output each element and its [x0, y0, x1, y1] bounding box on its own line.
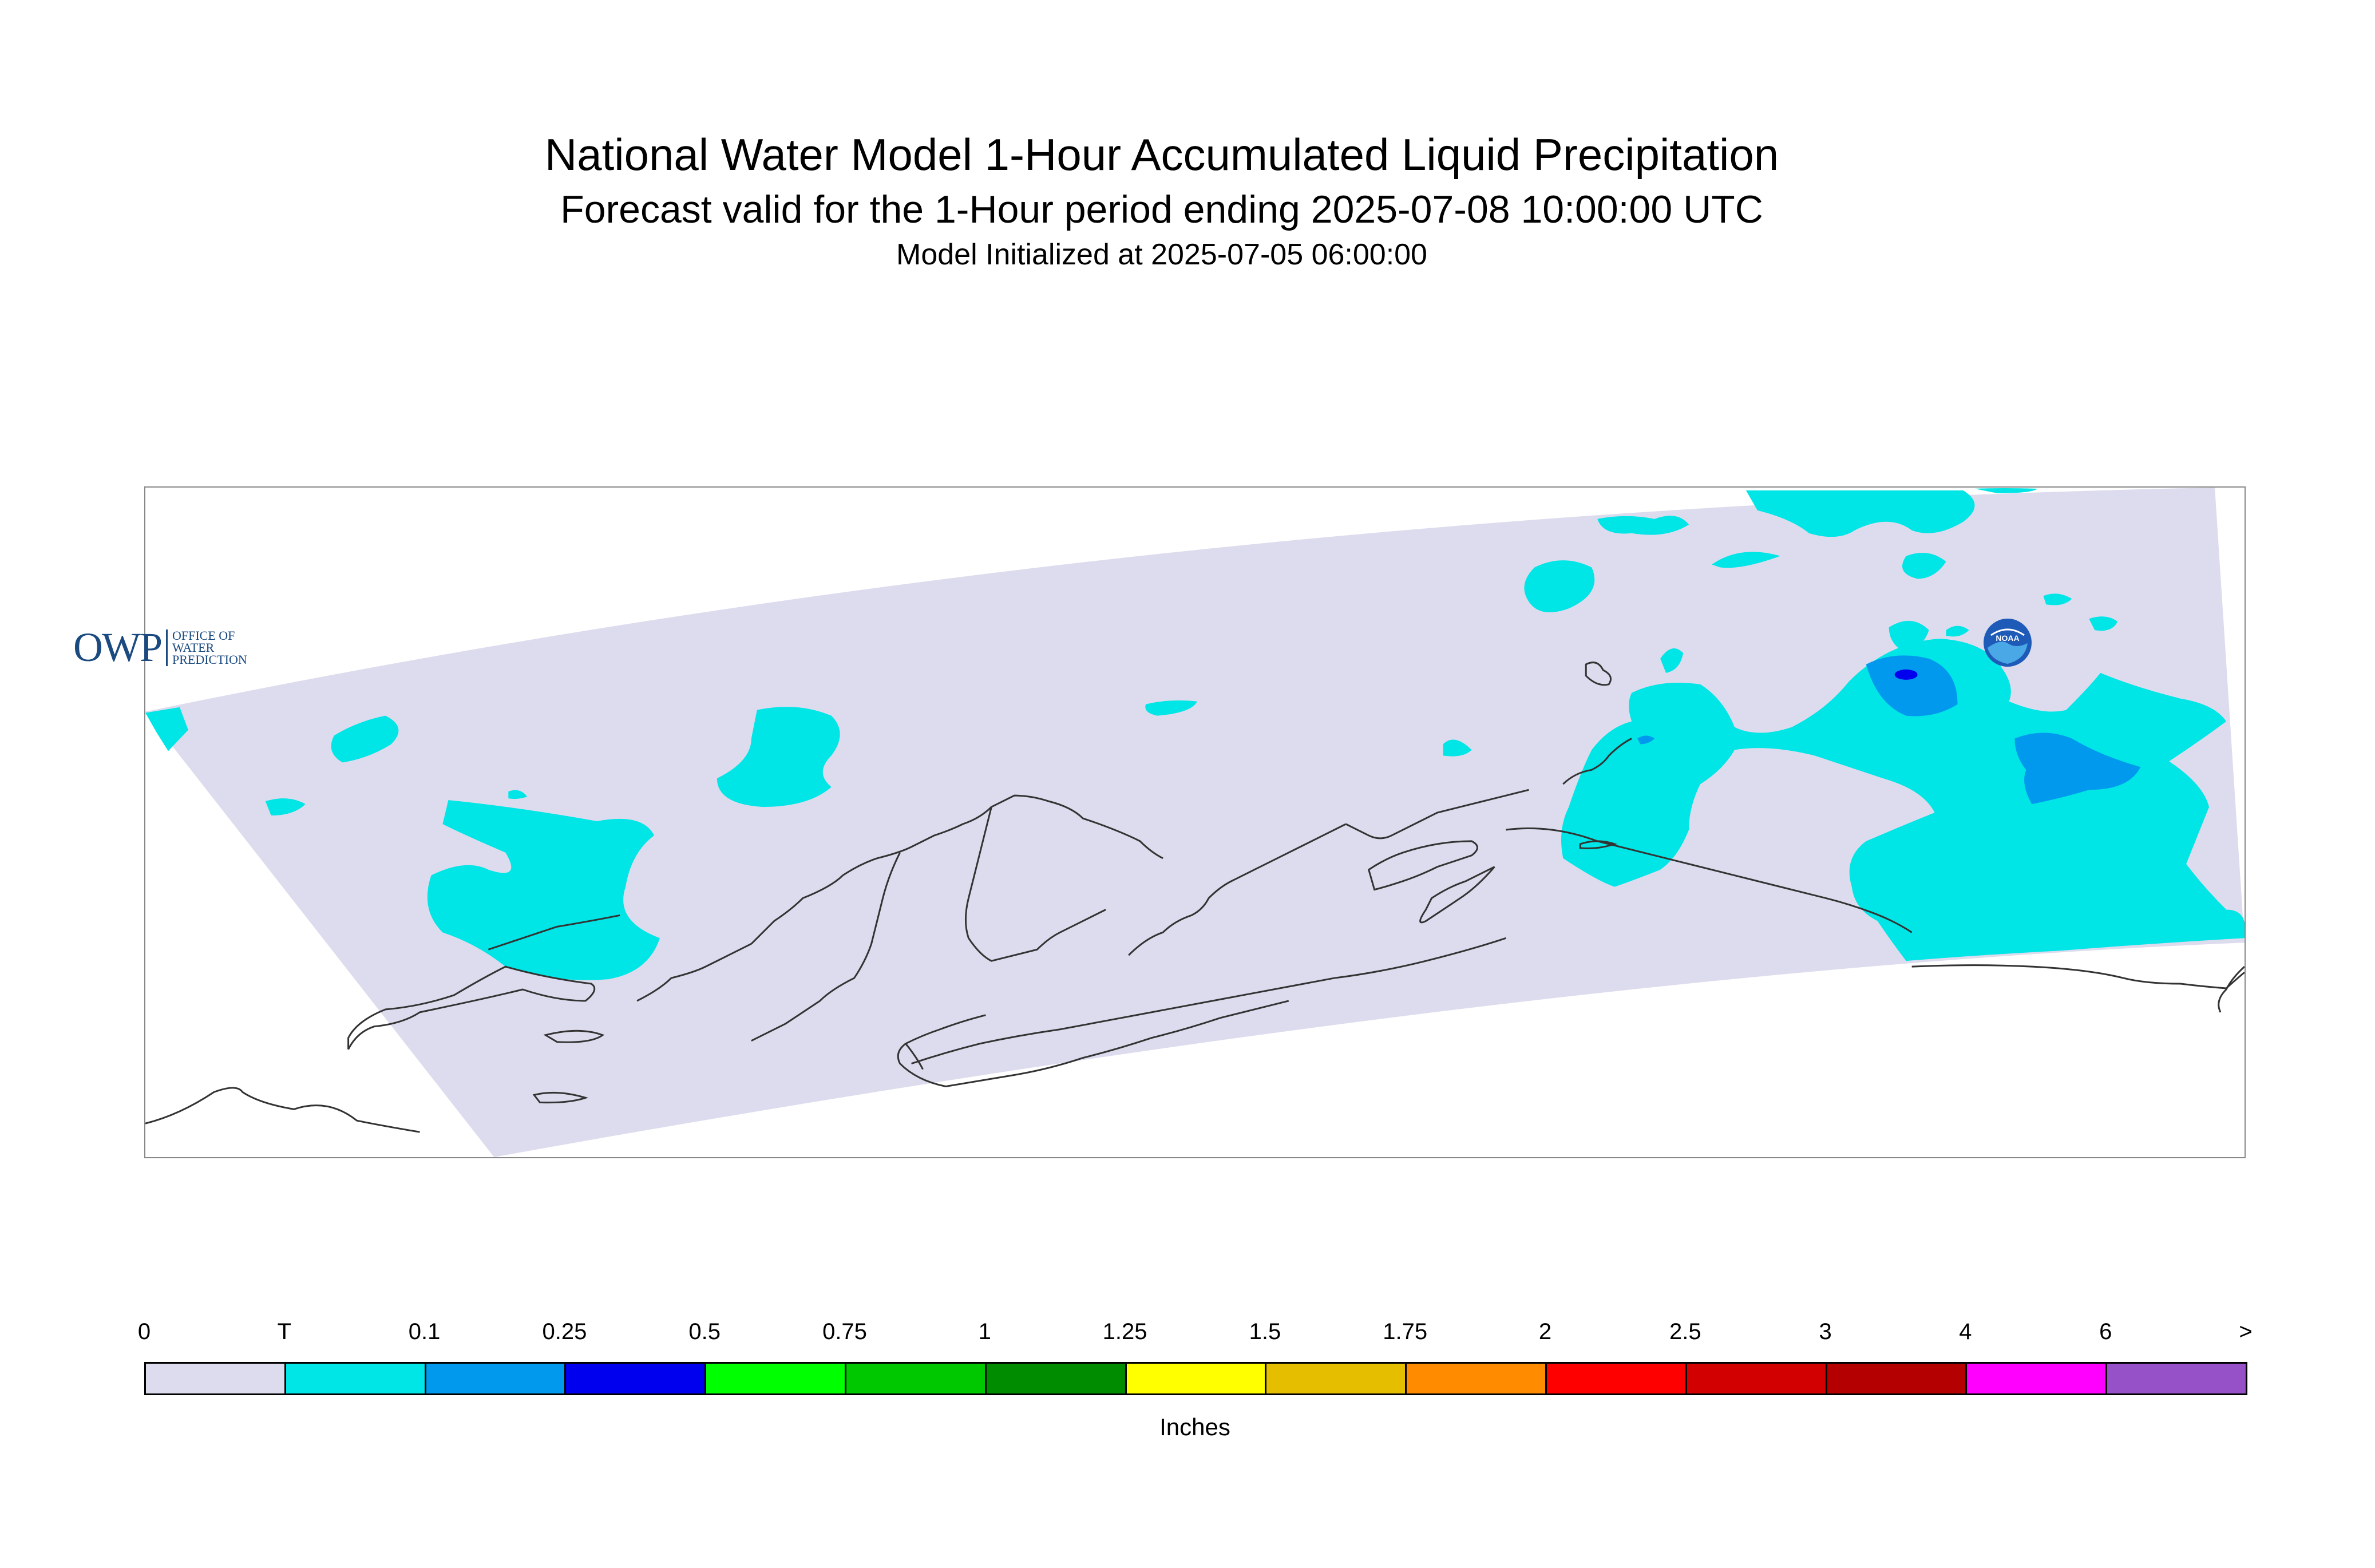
colorbar-segment [1545, 1362, 1687, 1395]
colorbar-tick-label: 2.5 [1669, 1319, 1701, 1344]
coastline [965, 806, 1106, 962]
coastline [636, 943, 752, 1002]
owp-logo-word: OFFICE OF [172, 628, 235, 643]
precip-patch [1443, 739, 1472, 757]
coastline [751, 852, 901, 1042]
coastline [2218, 966, 2245, 1013]
precip-patch [427, 800, 660, 980]
colorbar-segment [284, 1362, 426, 1395]
precip-patch [145, 707, 188, 751]
coastline [1345, 789, 1529, 840]
precip-patch [1524, 560, 1595, 613]
model-initialized-line: Model Initialized at 2025-07-05 06:00:00 [896, 238, 1427, 271]
precip-patch [2089, 616, 2118, 631]
colorbar-segment [1265, 1362, 1407, 1395]
coastline [1128, 823, 1347, 956]
colorbar-tick-label: 1.25 [1102, 1319, 1147, 1344]
owp-logo-word: WATER [172, 640, 215, 655]
precip-patch [1745, 490, 1975, 537]
coastline [347, 965, 596, 1050]
colorbar-segment [1405, 1362, 1547, 1395]
precip-patch [508, 790, 528, 799]
precipitation-map [145, 488, 2245, 1157]
colorbar-tick-label: 4 [1959, 1319, 1972, 1344]
colorbar-tick-label: 1.5 [1249, 1319, 1281, 1344]
colorbar-tick-label: T [277, 1319, 292, 1344]
coastline [145, 1087, 420, 1133]
coastline [1419, 866, 1495, 924]
colorbar-tick-label: 6 [2099, 1319, 2112, 1344]
colorbar-segment [564, 1362, 707, 1395]
owp-logo-words: OFFICE OF WATER PREDICTION [172, 629, 247, 666]
precip-patch [2014, 732, 2141, 805]
precip-patch [331, 715, 399, 763]
owp-logo: OWP OFFICE OF WATER PREDICTION [73, 624, 247, 671]
coastline [1585, 662, 1612, 686]
colorbar-segment [704, 1362, 846, 1395]
colorbar-tick-label: > [2239, 1319, 2253, 1344]
precip-light-blue-areas [1866, 655, 2141, 805]
map-panel [144, 486, 2246, 1158]
colorbar-segment [845, 1362, 987, 1395]
model-domain [145, 488, 2245, 1157]
coastline [911, 937, 1506, 1064]
colorbar-tick-label: 0.5 [688, 1319, 721, 1344]
coastline [1367, 840, 1478, 891]
coastline [1911, 964, 2245, 989]
colorbar-tick-label: 3 [1819, 1319, 1832, 1344]
owp-logo-divider [166, 629, 168, 666]
colorbar-tick-label: 0.25 [542, 1319, 587, 1344]
precip-patch [1902, 552, 1946, 579]
precip-trace-areas [145, 488, 2245, 980]
coastline [488, 914, 620, 951]
coastline [1579, 840, 1617, 850]
coastline [1562, 738, 1632, 785]
colorbar-tick-label: 0.1 [408, 1319, 441, 1344]
forecast-valid-subtitle: Forecast valid for the 1-Hour period end… [560, 188, 1763, 231]
owp-logo-word: PREDICTION [172, 652, 247, 667]
colorbar-segment [1825, 1362, 1968, 1395]
precip-patch [1637, 735, 1655, 745]
coastline [750, 794, 1163, 945]
precip-patch [1660, 648, 1684, 673]
coastlines [145, 662, 2245, 1133]
colorbar-segment [1685, 1362, 1827, 1395]
colorbar-units-label: Inches [1159, 1413, 1230, 1440]
coastline [905, 1043, 924, 1070]
precip-patch [1712, 552, 1780, 568]
colorbar-tick-label: 2 [1538, 1319, 1552, 1344]
colorbar-segment [2105, 1362, 2247, 1395]
colorbar-segment [984, 1362, 1127, 1395]
colorbar-segment [144, 1362, 286, 1395]
precip-patch [2043, 593, 2072, 605]
colorbar-tick-label: 0.75 [822, 1319, 867, 1344]
colorbar-segment [1965, 1362, 2108, 1395]
colorbar-segment [1125, 1362, 1267, 1395]
noaa-logo-text: NOAA [1996, 633, 2019, 643]
precip-patch [1597, 516, 1689, 535]
precip-patch [1145, 700, 1197, 716]
noaa-logo: NOAA [1984, 619, 2032, 667]
colorbar-tick-label: 1.75 [1383, 1319, 1428, 1344]
precip-patch [1866, 655, 1958, 716]
coastline [897, 1014, 986, 1064]
coastline [543, 1030, 605, 1043]
precip-patch [265, 798, 306, 816]
owp-logo-letters: OWP [73, 624, 163, 670]
colorbar-tick-label: 1 [978, 1319, 991, 1344]
precip-patch [1974, 488, 2038, 493]
precip-patch [717, 707, 840, 807]
precip-blue-core [1894, 669, 1918, 680]
coastline [899, 1000, 1289, 1087]
map-title: National Water Model 1-Hour Accumulated … [544, 129, 1779, 180]
colorbar-tick-label: 0 [137, 1319, 151, 1344]
coastline [532, 1091, 589, 1104]
precip-patch [1561, 639, 2245, 961]
colorbar-segment [424, 1362, 567, 1395]
precipitation-colorbar [144, 1362, 2247, 1395]
coastline [1506, 827, 1913, 933]
precip-patch [1946, 625, 1969, 637]
